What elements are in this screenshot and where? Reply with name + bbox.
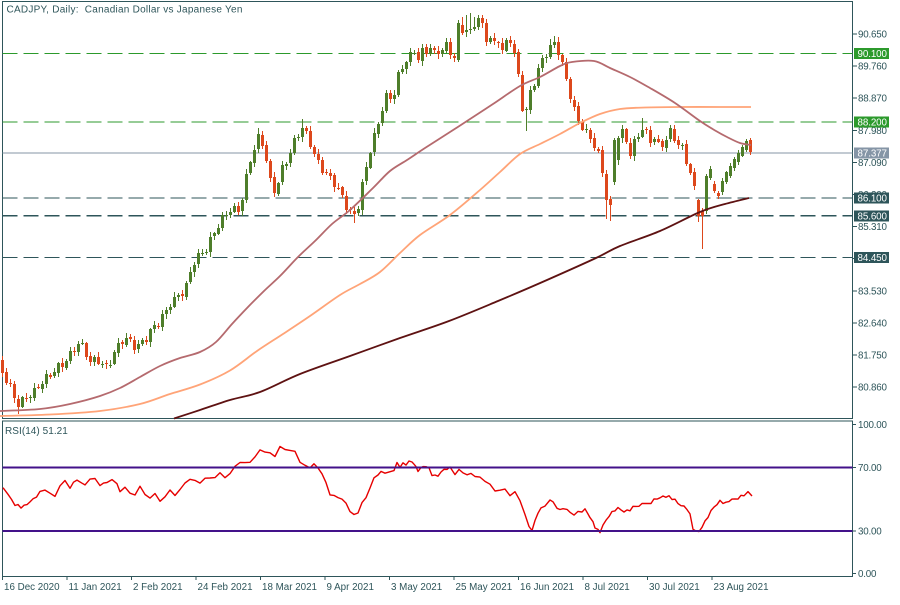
svg-text:90.650: 90.650 <box>858 30 888 41</box>
svg-text:82.640: 82.640 <box>858 318 888 329</box>
svg-text:16 Jun 2021: 16 Jun 2021 <box>520 582 574 593</box>
svg-text:84.450: 84.450 <box>858 253 888 264</box>
svg-text:8 Jul 2021: 8 Jul 2021 <box>585 582 630 593</box>
svg-text:86.100: 86.100 <box>858 194 888 205</box>
svg-text:30.00: 30.00 <box>858 527 882 538</box>
svg-text:87.980: 87.980 <box>858 126 888 137</box>
svg-text:16 Dec 2020: 16 Dec 2020 <box>4 582 60 593</box>
svg-text:87.377: 87.377 <box>858 149 887 160</box>
svg-text:70.00: 70.00 <box>858 463 882 474</box>
svg-text:23 Aug 2021: 23 Aug 2021 <box>714 582 769 593</box>
svg-text:2 Feb 2021: 2 Feb 2021 <box>133 582 183 593</box>
svg-text:87.090: 87.090 <box>858 158 888 169</box>
svg-text:100.00: 100.00 <box>858 420 888 431</box>
svg-text:24 Feb 2021: 24 Feb 2021 <box>198 582 253 593</box>
svg-text:88.870: 88.870 <box>858 94 888 105</box>
svg-text:3 May 2021: 3 May 2021 <box>391 582 442 593</box>
svg-text:0.00: 0.00 <box>858 569 877 580</box>
svg-text:89.760: 89.760 <box>858 62 888 73</box>
svg-text:85.310: 85.310 <box>858 222 888 233</box>
svg-text:25 May 2021: 25 May 2021 <box>456 582 513 593</box>
svg-text:CADJPY, Daily: Canadian Dolla: CADJPY, Daily: Canadian Dollar vs Japane… <box>7 5 243 16</box>
svg-text:85.600: 85.600 <box>858 211 888 222</box>
svg-text:81.750: 81.750 <box>858 351 888 362</box>
svg-text:18 Mar 2021: 18 Mar 2021 <box>262 582 317 593</box>
svg-text:90.100: 90.100 <box>858 49 888 60</box>
svg-text:9 Apr 2021: 9 Apr 2021 <box>327 582 374 593</box>
svg-text:83.530: 83.530 <box>858 286 888 297</box>
svg-text:80.860: 80.860 <box>858 383 888 394</box>
svg-text:88.200: 88.200 <box>858 118 888 129</box>
svg-text:11 Jan 2021: 11 Jan 2021 <box>69 582 122 593</box>
svg-text:30 Jul 2021: 30 Jul 2021 <box>649 582 700 593</box>
svg-text:RSI(14) 51.21: RSI(14) 51.21 <box>5 426 68 437</box>
